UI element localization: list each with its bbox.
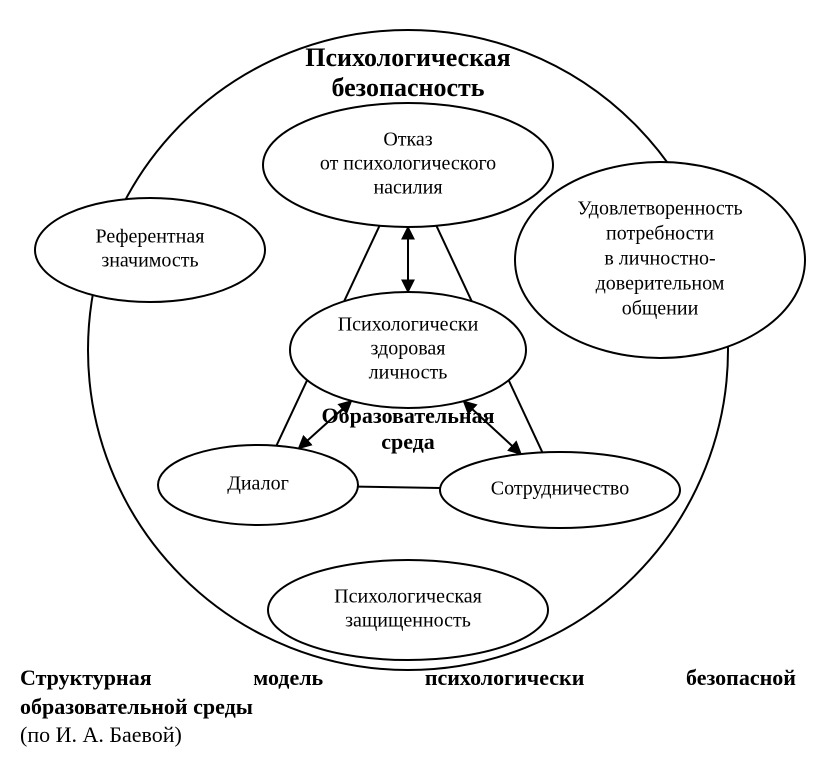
node-label: потребности — [606, 223, 714, 245]
inner-title: Образовательная — [322, 403, 495, 428]
node-label: Референтная — [96, 226, 205, 248]
node-label: значимость — [101, 250, 198, 272]
node-label: от психологического — [320, 153, 496, 175]
node-label: в личностно- — [604, 248, 715, 270]
node-label: Психологически — [338, 314, 479, 336]
node-label: Сотрудничество — [491, 478, 629, 500]
diagram-svg: Отказот психологическогонасилия Референтн… — [0, 0, 816, 700]
node-label: общении — [622, 298, 699, 320]
node-label: Диалог — [227, 473, 289, 495]
diagram-title: безопасность — [331, 73, 484, 102]
node-label: доверительном — [596, 273, 725, 295]
nodes-group: Отказот психологическогонасилия Референтн… — [35, 103, 805, 660]
caption-row2: образовательной среды — [20, 693, 796, 722]
node-label: насилия — [373, 177, 442, 199]
caption-row3: (по И. А. Баевой) — [20, 721, 796, 750]
node-label: защищенность — [345, 610, 471, 632]
caption-word: психологически — [425, 664, 585, 693]
caption-word: Структурная — [20, 664, 152, 693]
edge — [358, 487, 440, 488]
diagram-title: Психологическая — [305, 43, 511, 72]
caption-row1: Структурная модель психологически безопа… — [20, 664, 796, 693]
caption-word: модель — [253, 664, 323, 693]
node-label: Удовлетворенность — [577, 198, 742, 220]
inner-title: среда — [381, 429, 435, 454]
caption: Структурная модель психологически безопа… — [20, 664, 796, 750]
node-label: личность — [369, 362, 448, 384]
node-label: Отказ — [383, 129, 432, 151]
node-label: здоровая — [371, 338, 446, 360]
node-label: Психологическая — [334, 586, 482, 608]
caption-word: безопасной — [686, 664, 796, 693]
